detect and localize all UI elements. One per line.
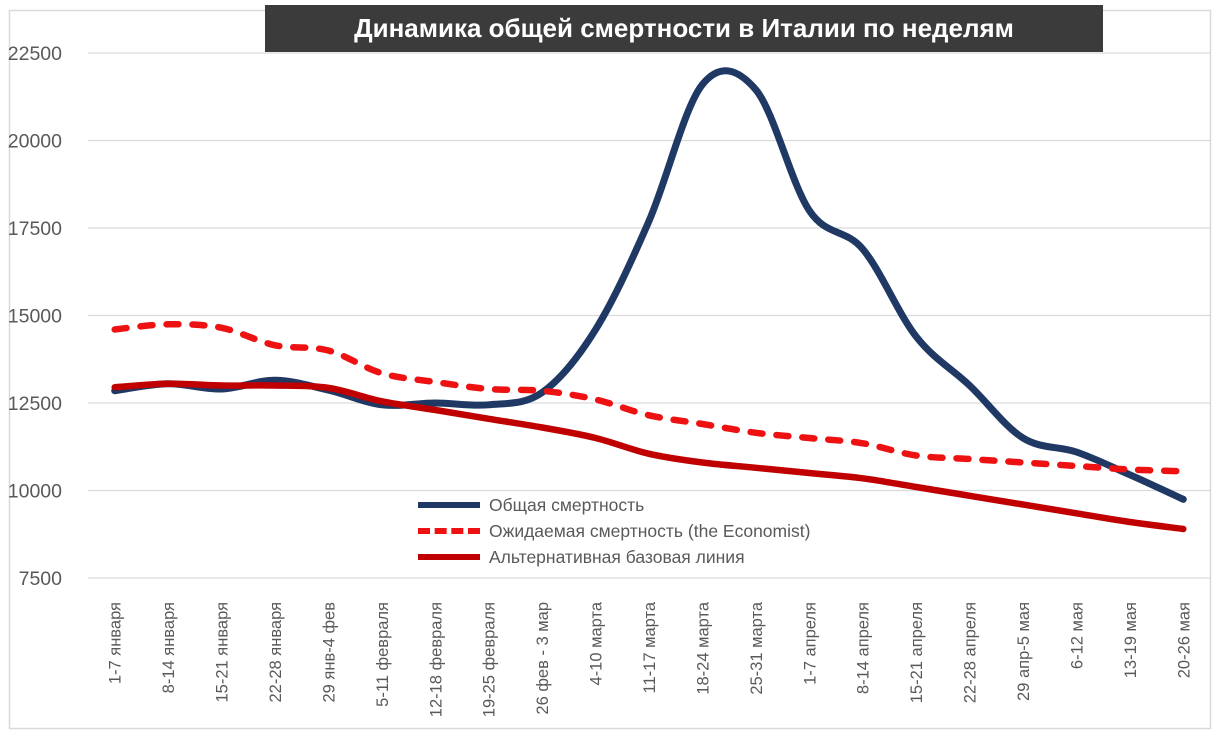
x-tick-label: 13-19 мая [1122,602,1140,678]
x-tick-label: 12-18 февраля [427,602,445,717]
y-tick-label: 15000 [8,306,62,328]
x-tick-label: 25-31 марта [748,601,766,694]
legend-item-expected-mortality: Ожидаемая смертность (the Economist) [418,518,810,544]
x-tick-label: 15-21 января [214,602,232,703]
x-tick-label: 8-14 апреля [855,602,873,694]
y-tick-label: 12500 [8,393,62,415]
x-tick-label: 8-14 января [160,602,178,693]
x-tick-label: 26 фев - 3 мар [534,602,552,715]
y-tick-label: 7500 [19,568,63,590]
x-tick-label: 6-12 мая [1068,602,1086,669]
chart-legend: Общая смертность Ожидаемая смертность (t… [418,492,810,570]
x-tick-label: 29 янв-4 фев [320,602,338,703]
x-tick-label: 11-17 марта [641,601,659,693]
y-tick-label: 20000 [8,131,62,153]
x-tick-label: 18-24 марта [694,601,712,694]
legend-label: Альтернативная базовая линия [489,546,745,567]
x-tick-label: 29 апр-5 мая [1015,602,1033,701]
x-tick-label: 4-10 марта [588,601,606,685]
x-tick-label: 22-28 января [267,602,285,703]
x-tick-label: 19-25 февраля [481,602,499,717]
y-tick-label: 10000 [8,481,62,503]
series-line-1 [111,320,1187,475]
solid-darkred-line-icon [418,554,480,560]
dashed-red-line-icon [418,528,480,534]
x-tick-label: 1-7 апреля [801,602,819,685]
x-tick-label: 5-11 февраля [374,602,392,707]
legend-label: Общая смертность [489,494,645,515]
x-tick-label: 1-7 января [107,602,125,684]
legend-item-alternative-baseline: Альтернативная базовая линия [418,544,810,570]
x-tick-label: 20-26 мая [1175,602,1193,678]
series-line-0 [111,67,1187,503]
x-tick-label: 22-28 апреля [962,602,980,703]
legend-label: Ожидаемая смертность (the Economist) [489,520,811,541]
y-tick-label: 17500 [8,218,62,240]
series-line-2 [111,380,1187,533]
chart-title: Динамика общей смертности в Италии по не… [265,5,1103,52]
solid-blue-line-icon [418,502,480,508]
x-tick-label: 15-21 апреля [908,602,926,703]
legend-item-total-mortality: Общая смертность [418,492,810,518]
y-tick-label: 22500 [8,43,62,65]
